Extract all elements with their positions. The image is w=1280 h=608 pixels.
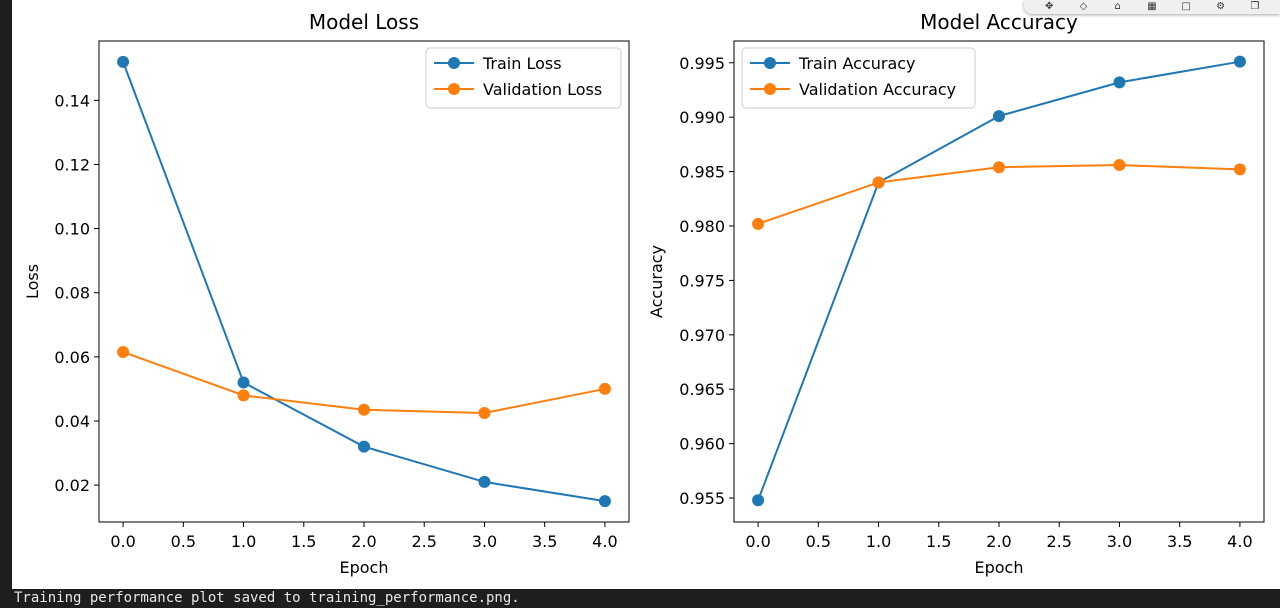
data-point	[237, 389, 250, 402]
legend-label: Validation Loss	[483, 80, 602, 99]
data-point	[598, 495, 611, 508]
y-tick-label: 0.995	[679, 54, 725, 73]
home-icon[interactable]: ⌂	[1114, 1, 1121, 12]
x-axis-label: Epoch	[340, 558, 389, 577]
legend-label: Validation Accuracy	[799, 80, 956, 99]
zoom-icon[interactable]: ◇	[1079, 1, 1088, 12]
legend-label: Train Accuracy	[798, 54, 916, 73]
plot-toolbar: ✥ ◇ ⌂ ▦ □ ⚙ ❐	[1024, 0, 1280, 14]
x-tick-label: 1.0	[231, 532, 256, 551]
x-tick-label: 1.0	[866, 532, 891, 551]
data-point	[1233, 163, 1246, 176]
x-tick-label: 3.0	[1107, 532, 1132, 551]
chart-title: Model Loss	[309, 10, 419, 34]
data-point	[993, 161, 1005, 174]
series-line	[757, 164, 1240, 225]
series-line	[122, 61, 606, 503]
data-point	[872, 176, 885, 189]
y-tick-label: 0.10	[54, 220, 90, 239]
y-tick-label: 0.14	[54, 91, 90, 110]
x-tick-label: 3.5	[532, 532, 557, 551]
y-tick-label: 0.06	[54, 348, 90, 367]
chart-1: Model Accuracy 0.0 0.5 1.0 1.5 2.0 2.5 3.0 3.5 4.…	[647, 10, 1265, 577]
x-axis-label: Epoch	[975, 558, 1024, 577]
x-tick-label: 2.5	[412, 532, 437, 551]
y-tick-label: 0.985	[679, 163, 725, 182]
data-point	[478, 406, 491, 419]
y-tick-label: 0.980	[679, 217, 725, 236]
x-tick-label: 1.5	[291, 532, 316, 551]
x-tick-label: 0.5	[171, 532, 196, 551]
x-tick-label: 0.0	[745, 532, 770, 551]
data-point	[1233, 55, 1246, 68]
legend-label: Train Loss	[482, 54, 562, 73]
cell-output-text: Training performance plot saved to train…	[14, 590, 520, 606]
x-tick-label: 4.0	[1227, 532, 1252, 551]
chart-title: Model Accuracy	[920, 10, 1078, 34]
legend-marker	[448, 83, 460, 95]
x-tick-label: 4.0	[592, 532, 617, 551]
x-tick-label: 3.5	[1167, 532, 1192, 551]
y-tick-label: 0.04	[54, 412, 90, 431]
legend-marker	[448, 57, 460, 69]
data-point	[598, 382, 611, 395]
y-tick-label: 0.965	[679, 380, 725, 399]
y-tick-label: 0.975	[679, 271, 725, 290]
data-point	[1113, 76, 1126, 89]
x-tick-label: 2.0	[986, 532, 1011, 551]
x-tick-label: 0.0	[110, 532, 135, 551]
y-tick-label: 0.02	[54, 476, 90, 495]
legend-box	[741, 47, 976, 109]
data-point	[478, 475, 491, 488]
save-icon[interactable]: ▦	[1147, 1, 1157, 12]
y-tick-label: 0.08	[54, 284, 90, 303]
x-tick-label: 0.5	[806, 532, 831, 551]
data-point	[117, 55, 130, 68]
chart-0: Model Loss 0.0 0.5 1.0 1.5 2.0 2.5 3.0 3.5 4.0 0.0…	[23, 10, 630, 577]
y-tick-label: 0.12	[54, 155, 90, 174]
data-point	[358, 403, 370, 416]
charts-canvas: Model Loss 0.0 0.5 1.0 1.5 2.0 2.5 3.0 3.5 4.0 0.0…	[23, 10, 1265, 577]
x-tick-label: 2.5	[1047, 532, 1072, 551]
x-tick-label: 3.0	[472, 532, 497, 551]
data-point	[1113, 159, 1126, 172]
y-axis-label: Accuracy	[647, 245, 666, 318]
data-point	[358, 440, 370, 453]
y-tick-label: 0.990	[679, 108, 725, 127]
comment-icon[interactable]: □	[1181, 1, 1191, 12]
legend-marker	[764, 57, 776, 69]
copy-icon[interactable]: ❐	[1250, 1, 1260, 12]
y-axis-label: Loss	[23, 264, 42, 299]
data-point	[117, 346, 130, 359]
y-tick-label: 0.955	[679, 489, 725, 508]
data-point	[993, 110, 1005, 123]
legend-box	[425, 47, 622, 109]
data-point	[237, 376, 250, 389]
series-line	[757, 60, 1241, 501]
y-tick-label: 0.960	[679, 435, 725, 454]
data-point	[752, 217, 765, 230]
y-tick-label: 0.970	[679, 326, 725, 345]
figure-panel: Model Loss 0.0 0.5 1.0 1.5 2.0 2.5 3.0 3.5 4.0 0.0…	[12, 0, 1280, 589]
x-tick-label: 1.5	[926, 532, 951, 551]
pan-icon[interactable]: ✥	[1044, 1, 1054, 12]
x-tick-label: 2.0	[351, 532, 376, 551]
legend-marker	[764, 83, 776, 95]
settings-icon[interactable]: ⚙	[1216, 1, 1226, 12]
data-point	[752, 494, 765, 507]
